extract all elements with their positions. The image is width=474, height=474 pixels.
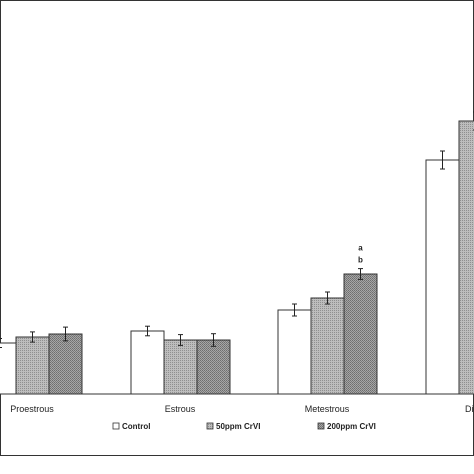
category-labels: Proestrous Estrous Metestrous Diesi	[10, 404, 474, 414]
category-label-estrous: Estrous	[165, 404, 196, 414]
legend-label-control: Control	[122, 422, 150, 431]
bar-control-diestrous	[425, 159, 460, 395]
bar-control-metestrous	[277, 309, 312, 395]
legend-swatch-50ppm-crvi	[206, 422, 214, 430]
bar-50ppm-crvi-proestrous	[15, 336, 50, 395]
bar-50ppm-crvi-metestrous	[310, 297, 345, 395]
significance-label-b: b	[358, 256, 363, 265]
legend: Control 50ppm CrVI 200ppm CrVI	[112, 422, 376, 431]
bar-50ppm-crvi-diestrous	[458, 120, 474, 395]
bars-layer: ab	[0, 111, 474, 395]
bar-200ppm-crvi-proestrous	[48, 333, 83, 395]
bar-200ppm-crvi-metestrous	[343, 273, 378, 395]
category-label-proestrous: Proestrous	[10, 404, 54, 414]
significance-label-a: a	[358, 244, 363, 253]
category-label-diestrous: Diesi	[465, 404, 474, 414]
category-label-metestrous: Metestrous	[305, 404, 350, 414]
bar-control-proestrous	[0, 342, 17, 395]
legend-label-50ppm-crvi: 50ppm CrVI	[216, 422, 260, 431]
bar-control-estrous	[130, 330, 165, 395]
legend-swatch-control	[112, 422, 120, 430]
bar-200ppm-crvi-estrous	[196, 339, 231, 395]
bar-50ppm-crvi-estrous	[163, 339, 198, 395]
legend-label-200ppm-crvi: 200ppm CrVI	[327, 422, 376, 431]
legend-swatch-200ppm-crvi	[317, 422, 325, 430]
